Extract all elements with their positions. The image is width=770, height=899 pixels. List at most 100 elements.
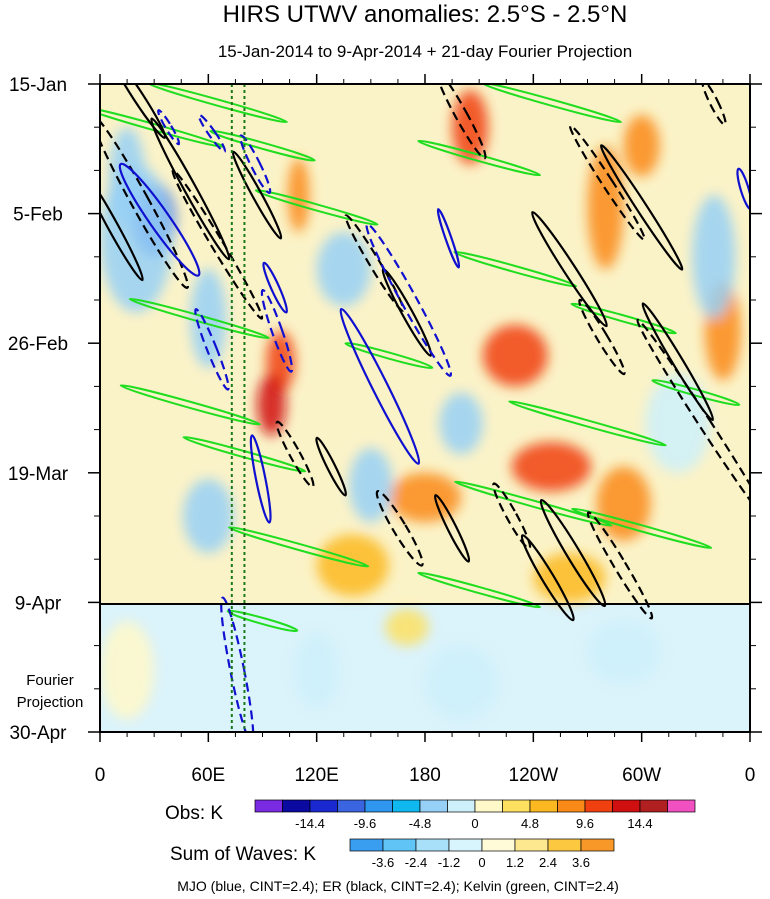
colorbar-tick-label: 0 (478, 855, 485, 870)
kelvin-contour (570, 302, 677, 335)
kelvin-contour (571, 507, 713, 550)
mjo-contours (118, 109, 750, 732)
mjo-contour (197, 113, 227, 153)
colorbar-tick-label: 0 (471, 816, 478, 831)
er-contour (150, 117, 231, 261)
kelvin-contour (128, 297, 270, 340)
er-contour (520, 534, 575, 622)
anomaly-blob (109, 127, 146, 226)
colorbar-tick-label: 9.6 (576, 816, 594, 831)
kelvin-contour (480, 84, 622, 124)
colorbar-cell (502, 799, 531, 813)
anomaly-blob (623, 114, 660, 177)
colorbar-cell (415, 838, 450, 852)
colorbar-cell (667, 799, 696, 813)
kelvin-contour (651, 379, 741, 407)
colorbar-cell (612, 799, 641, 813)
obs-colorbar-label: Obs: K (165, 803, 223, 824)
anomaly-blob (183, 478, 234, 554)
kelvin-contour (453, 250, 578, 288)
kelvin-contour (146, 84, 288, 124)
anomaly-blob (587, 620, 660, 683)
mjo-contour (260, 288, 294, 373)
waves-colorbar: Sum of Waves: K -3.6 -2.4 -1.2 0 1.2 2.4 3.6 (170, 838, 615, 870)
er-contour (109, 84, 167, 139)
anomaly-blob (439, 392, 483, 455)
colorbar-cell (474, 799, 503, 813)
mjo-contour (736, 167, 750, 211)
colorbar-cell (514, 838, 549, 852)
anomaly-blob (452, 90, 489, 165)
colorbar-cell (557, 799, 586, 813)
y-tick-label: 26-Feb (8, 334, 68, 355)
er-contour (275, 420, 315, 488)
y-axis: 15-Jan 5-Feb 26-Feb 19-Mar 9-Apr 30-Apr (8, 75, 762, 744)
anomaly-blob (100, 620, 155, 720)
er-contour (433, 494, 471, 563)
anomaly-blob (482, 324, 548, 387)
er-contour (539, 498, 607, 608)
er-contour (100, 113, 190, 289)
kelvin-contour (417, 571, 542, 609)
er-contour (375, 490, 424, 567)
obs-colorbar: Obs: K -14.4 -9.6 -4.8 0 4.8 9.6 14.4 (165, 799, 696, 831)
colorbar-tick-label: 2.4 (539, 855, 557, 870)
wave-legend: MJO (blue, CINT=2.4); ER (black, CINT=2.… (177, 878, 619, 894)
x-axis: 0 60E 120E 180 120W 60W 0 (95, 74, 755, 786)
kelvin-contour (454, 480, 613, 527)
kelvin-contour (119, 384, 261, 426)
mjo-contour (118, 162, 201, 277)
colorbar-tick-label: -1.2 (438, 855, 460, 870)
colorbar-tick-label: 3.6 (572, 855, 590, 870)
anomaly-blob (295, 633, 339, 708)
colorbar-cell (447, 799, 476, 813)
mjo-contour (194, 308, 230, 391)
colorbar-cell (580, 838, 615, 852)
colorbar-cell (254, 799, 283, 813)
anomaly-blob (257, 374, 286, 436)
x-tick-label: 120E (294, 765, 338, 786)
mjo-contour (262, 261, 288, 314)
x-tick-label: 180 (409, 765, 441, 786)
kelvin-contour (344, 342, 434, 370)
colorbar-tick-label: -14.4 (295, 816, 325, 831)
er-contour (492, 482, 532, 550)
kelvin-contour (209, 129, 316, 162)
colorbar-cell (309, 799, 338, 813)
colorbar-cell (529, 799, 558, 813)
colorbar-cell (382, 838, 417, 852)
colorbar-cell (419, 799, 448, 813)
colorbar-cell (448, 838, 483, 852)
colorbar-tick-label: -4.8 (409, 816, 431, 831)
projection-label-line1: Fourier (26, 672, 74, 689)
er-contour (435, 84, 487, 160)
colorbar-tick-label: 4.8 (521, 816, 539, 831)
x-tick-label: 0 (95, 765, 106, 786)
anomaly-blob (349, 448, 393, 523)
colorbar-cell (584, 799, 613, 813)
y-tick-label: 5-Feb (13, 205, 63, 226)
mjo-contour (249, 434, 272, 524)
er-contour (586, 511, 654, 620)
kelvin-contour (508, 400, 667, 447)
x-tick-label: 60E (191, 765, 225, 786)
anomaly-blob (287, 158, 310, 233)
colorbar-cell (282, 799, 311, 813)
colorbar-tick-label: 1.2 (506, 855, 524, 870)
er-contour (641, 302, 715, 422)
colorbar-tick-label: 14.4 (627, 816, 652, 831)
mjo-contour (365, 223, 453, 377)
er-contour (171, 169, 264, 320)
kelvin-contour (228, 526, 370, 568)
mjo-contour (436, 208, 461, 269)
er-contour (531, 211, 608, 328)
kelvin-contour (226, 609, 299, 633)
er-contour (599, 144, 684, 271)
colorbar-cell (639, 799, 668, 813)
er-contour (701, 84, 727, 126)
colorbar-tick-label: -2.4 (405, 855, 427, 870)
er-contour (636, 318, 750, 529)
kelvin-contour (254, 189, 379, 226)
colorbar-cell (364, 799, 393, 813)
